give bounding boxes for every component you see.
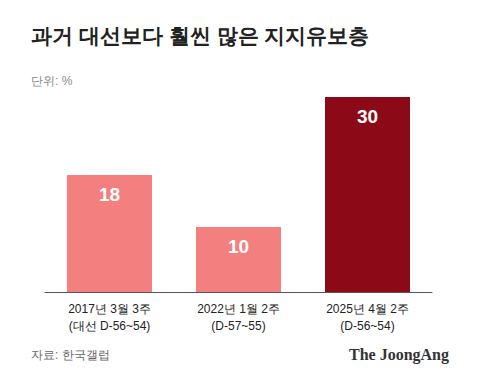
svg-text:2022년 1월 2주: 2022년 1월 2주: [197, 302, 280, 316]
svg-text:2025년 4월 2주: 2025년 4월 2주: [326, 302, 409, 316]
svg-text:10: 10: [228, 236, 249, 257]
svg-text:자료: 한국갤럽: 자료: 한국갤럽: [31, 348, 110, 362]
svg-text:과거 대선보다 훨씬 많은 지지유보층: 과거 대선보다 훨씬 많은 지지유보층: [31, 24, 369, 47]
svg-text:(대선 D-56~54): (대선 D-56~54): [69, 319, 151, 333]
svg-text:단위: %: 단위: %: [31, 74, 73, 88]
svg-text:(D-56~54): (D-56~54): [340, 319, 394, 333]
svg-text:(D-57~55): (D-57~55): [211, 319, 265, 333]
svg-text:18: 18: [99, 184, 120, 205]
svg-text:The JoongAng: The JoongAng: [349, 346, 449, 364]
svg-text:2017년 3월 3주: 2017년 3월 3주: [68, 302, 151, 316]
svg-text:30: 30: [357, 106, 378, 127]
